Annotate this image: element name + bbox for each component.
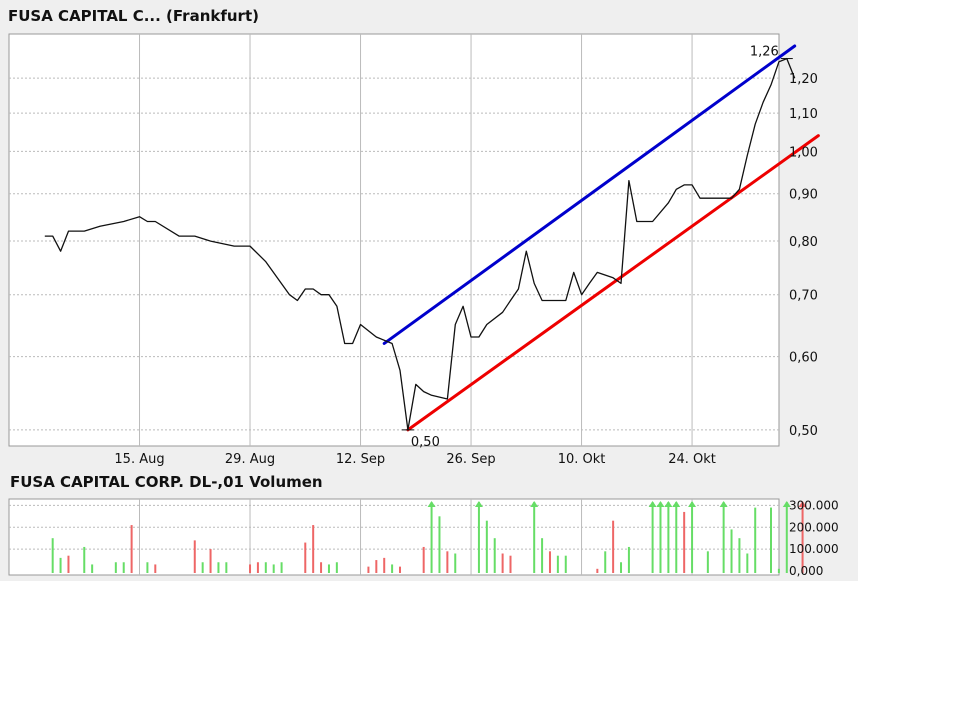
axis-labels: 15. Aug 29. Aug 12. Sep 26. Sep 10. Okt 24. O… bbox=[114, 72, 838, 578]
high-annotation: 1,26 bbox=[750, 45, 779, 60]
volume-cap-arrow bbox=[672, 501, 681, 507]
y-tick-label: 0,90 bbox=[789, 188, 818, 203]
y-tick-label: 0,70 bbox=[789, 289, 818, 304]
volume-cap-arrow bbox=[798, 501, 807, 507]
volume-y-tick-label: 100.000 bbox=[789, 542, 839, 556]
volume-cap-arrow bbox=[782, 501, 791, 507]
volume-cap-arrow bbox=[719, 501, 728, 507]
y-tick-label: 0,60 bbox=[789, 351, 818, 366]
volume-chart-title: FUSA CAPITAL CORP. DL-,01 Volumen bbox=[10, 473, 323, 491]
x-tick-label: 29. Aug bbox=[225, 452, 275, 467]
x-tick-label: 15. Aug bbox=[114, 452, 164, 467]
y-tick-label: 0,80 bbox=[789, 235, 818, 250]
y-tick-label: 0,50 bbox=[789, 424, 818, 439]
volume-cap-arrow bbox=[474, 501, 483, 507]
x-tick-label: 24. Okt bbox=[668, 452, 716, 467]
volume-y-tick-label: 0,000 bbox=[789, 564, 823, 578]
volume-bars bbox=[51, 501, 807, 573]
volume-y-tick-label: 200.000 bbox=[789, 520, 839, 534]
y-tick-label: 1,20 bbox=[789, 72, 818, 87]
price-plot-area bbox=[8, 33, 780, 447]
volume-y-tick-label: 300.000 bbox=[789, 498, 839, 512]
y-tick-label: 1,10 bbox=[789, 107, 818, 122]
volume-cap-arrow bbox=[664, 501, 673, 507]
price-grid bbox=[9, 34, 779, 446]
volume-plot-area bbox=[8, 498, 780, 576]
trendlines bbox=[382, 44, 820, 432]
volume-cap-arrow bbox=[648, 501, 657, 507]
lower-channel-line bbox=[406, 134, 820, 432]
x-tick-label: 10. Okt bbox=[558, 452, 606, 467]
price-series bbox=[44, 57, 796, 431]
price-line bbox=[44, 57, 796, 431]
annotations: 0,50 1,26 bbox=[401, 45, 793, 450]
volume-cap-arrow bbox=[427, 501, 436, 507]
volume-cap-arrow bbox=[688, 501, 697, 507]
x-tick-label: 12. Sep bbox=[336, 452, 385, 467]
upper-channel-line bbox=[382, 44, 797, 345]
x-tick-label: 26. Sep bbox=[446, 452, 495, 467]
price-chart-title: FUSA CAPITAL C... (Frankfurt) bbox=[8, 7, 259, 25]
y-tick-label: 1,00 bbox=[789, 145, 818, 160]
volume-cap-arrow bbox=[656, 501, 665, 507]
volume-cap-arrow bbox=[530, 501, 539, 507]
low-annotation: 0,50 bbox=[411, 435, 440, 450]
